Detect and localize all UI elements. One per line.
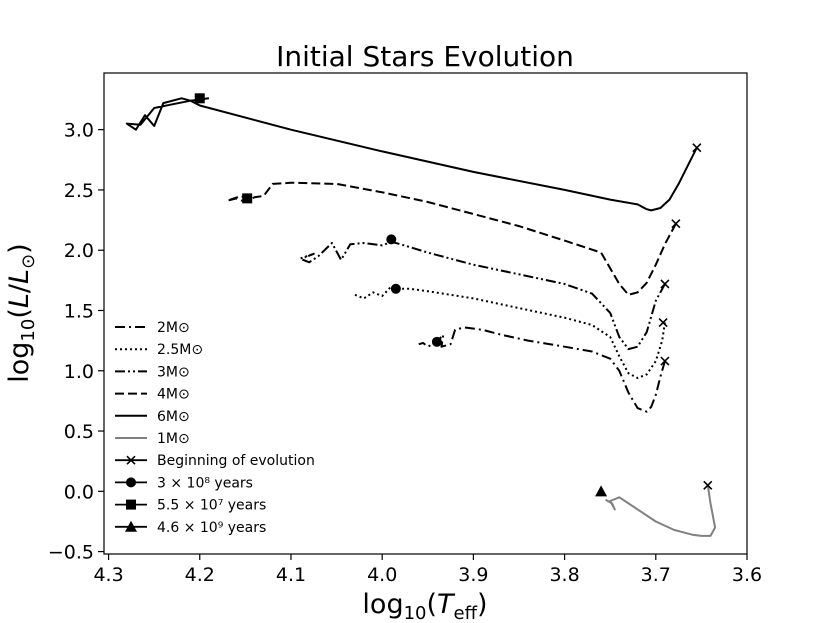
marker-x-1: [671, 219, 681, 229]
legend-label-9: 4.6 × 10⁹ years: [157, 520, 266, 536]
y-axis-ticks: −0.5 0.0 0.5 1.0 1.5 2.0 2.5 3.0: [48, 120, 104, 564]
marker-layer: [194, 93, 713, 497]
series-line-2: [299, 240, 666, 351]
x-tick-label-2: 4.1: [276, 564, 306, 586]
chart-title: Initial Stars Evolution: [276, 40, 574, 73]
x-tick-label-0: 4.3: [93, 564, 123, 586]
x-axis-ticks: 4.3 4.2 4.1 4.0 3.9 3.8 3.7 3.6: [93, 554, 762, 586]
marker-circle-0: [386, 234, 397, 245]
legend-label-4: 6M⊙: [157, 409, 190, 425]
x-tick-label-6: 3.7: [641, 564, 671, 586]
plot-frame: [103, 72, 748, 555]
y-tick-label-3: 1.0: [64, 361, 94, 383]
y-tick-label-1: 0.0: [64, 481, 94, 503]
legend-label-1: 2.5M⊙: [157, 342, 203, 358]
marker-square-1: [242, 193, 253, 204]
marker-x-5: [703, 480, 713, 490]
y-tick-label-0: −0.5: [48, 542, 94, 564]
legend-label-7: 3 × 10⁸ years: [157, 475, 253, 491]
series-line-4: [125, 97, 698, 212]
legend-label-3: 4M⊙: [157, 387, 190, 403]
marker-circle-1: [390, 283, 401, 294]
x-axis-label: log10(Teff): [362, 589, 487, 623]
legend-marker-7: [126, 477, 136, 488]
marker-x-0: [692, 143, 702, 153]
series-line-0: [418, 326, 666, 413]
x-tick-label-1: 4.2: [185, 564, 215, 586]
marker-triangle-0: [595, 485, 608, 497]
legend-label-6: Beginning of evolution: [157, 453, 315, 469]
marker-x-3: [658, 317, 668, 328]
legend-label-2: 3M⊙: [157, 364, 190, 380]
y-tick-label-6: 2.5: [64, 180, 94, 202]
series-line-5: [605, 485, 717, 537]
series-layer: [125, 97, 717, 537]
y-axis-label: log10(L/L⊙): [4, 243, 39, 382]
legend-label-8: 5.5 × 10⁷ years: [157, 498, 266, 514]
legend: 2M⊙ 2.5M⊙ 3M⊙ 4M⊙ 6M⊙ 1M⊙ Beginning of evoluti…: [115, 320, 315, 536]
legend-marker-9: [125, 520, 137, 532]
x-tick-label-4: 3.9: [458, 564, 488, 586]
marker-x-4: [660, 356, 670, 366]
x-tick-label-5: 3.8: [549, 564, 579, 586]
x-tick-label-7: 3.6: [732, 564, 762, 586]
y-tick-label-5: 2.0: [64, 240, 94, 262]
marker-square-0: [194, 93, 205, 104]
legend-label-0: 2M⊙: [157, 320, 190, 336]
y-tick-label-2: 0.5: [64, 421, 94, 443]
legend-marker-6: [126, 455, 136, 465]
y-tick-label-7: 3.0: [64, 120, 94, 142]
marker-circle-2: [431, 336, 442, 347]
y-tick-label-4: 1.5: [64, 300, 94, 322]
legend-marker-8: [126, 499, 136, 510]
legend-label-5: 1M⊙: [157, 431, 190, 447]
x-tick-label-3: 4.0: [367, 564, 397, 586]
marker-x-2: [660, 279, 670, 289]
